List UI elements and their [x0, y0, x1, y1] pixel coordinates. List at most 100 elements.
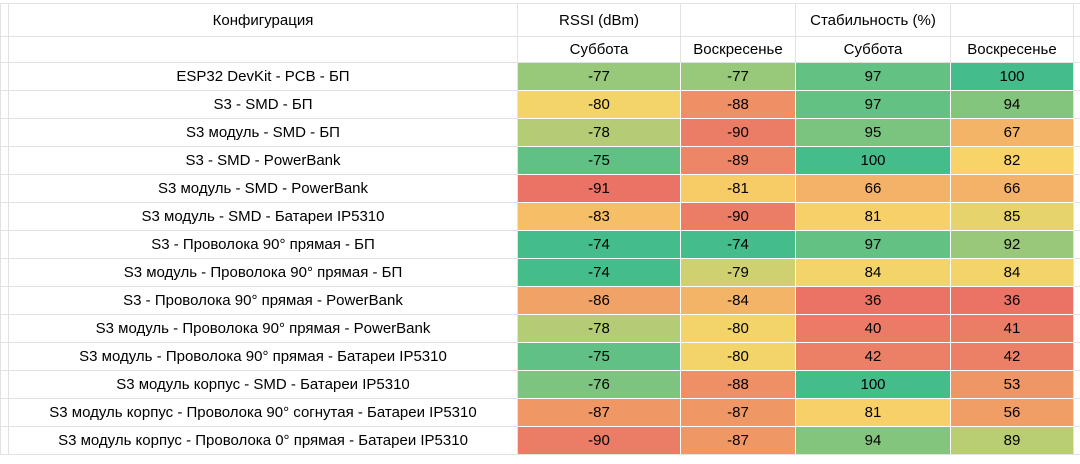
config-cell[interactable]: S3 - SMD - БП: [8, 90, 518, 119]
value-cell[interactable]: -90: [680, 202, 796, 231]
config-cell[interactable]: S3 модуль - Проволока 90° прямая - БП: [8, 258, 518, 287]
table-body: ESP32 DevKit - PCB - БП -77 -77 97 100 S3 - S…: [0, 62, 1080, 455]
value-cell[interactable]: 84: [950, 258, 1074, 287]
value-cell[interactable]: -80: [680, 314, 796, 343]
day-header-stability-saturday[interactable]: Суббота: [795, 36, 951, 63]
header-row-groups: Конфигурация RSSI (dBm) Стабильность (%): [0, 3, 1080, 37]
value-cell[interactable]: 92: [950, 230, 1074, 259]
value-cell[interactable]: 100: [950, 62, 1074, 91]
value-cell[interactable]: -80: [680, 342, 796, 371]
right-gutter-cell: [1073, 36, 1080, 63]
value-cell[interactable]: 40: [795, 314, 951, 343]
value-cell[interactable]: -81: [680, 174, 796, 203]
config-cell[interactable]: S3 модуль корпус - Проволока 0° прямая -…: [8, 426, 518, 455]
value-cell[interactable]: -89: [680, 146, 796, 175]
value-cell[interactable]: 94: [795, 426, 951, 455]
value-cell[interactable]: 82: [950, 146, 1074, 175]
table-row: S3 модуль корпус - Проволока 90° согнута…: [0, 398, 1080, 427]
empty-header-cell[interactable]: [680, 3, 796, 37]
value-cell[interactable]: 67: [950, 118, 1074, 147]
value-cell[interactable]: -74: [517, 258, 681, 287]
value-cell[interactable]: 94: [950, 90, 1074, 119]
right-gutter-cell: [1073, 314, 1080, 343]
table-header: Конфигурация RSSI (dBm) Стабильность (%)…: [0, 3, 1080, 63]
value-cell[interactable]: -77: [517, 62, 681, 91]
value-cell[interactable]: 56: [950, 398, 1074, 427]
empty-header-cell[interactable]: [950, 3, 1074, 37]
left-gutter-cell: [0, 118, 9, 147]
left-gutter-cell: [0, 342, 9, 371]
value-cell[interactable]: 36: [795, 286, 951, 315]
value-cell[interactable]: -88: [680, 90, 796, 119]
value-cell[interactable]: 41: [950, 314, 1074, 343]
table-row: ESP32 DevKit - PCB - БП -77 -77 97 100: [0, 62, 1080, 91]
config-column-header[interactable]: Конфигурация: [8, 3, 518, 37]
table-row: S3 модуль корпус - SMD - Батареи IP5310-…: [0, 370, 1080, 399]
value-cell[interactable]: -74: [680, 230, 796, 259]
value-cell[interactable]: -74: [517, 230, 681, 259]
value-cell[interactable]: 42: [950, 342, 1074, 371]
right-gutter-cell: [1073, 426, 1080, 455]
value-cell[interactable]: -80: [517, 90, 681, 119]
table-row: S3 модуль - Проволока 90° прямая - Power…: [0, 314, 1080, 343]
left-gutter-cell: [0, 36, 9, 63]
right-gutter-cell: [1073, 62, 1080, 91]
value-cell[interactable]: -87: [680, 426, 796, 455]
config-cell[interactable]: S3 модуль - Проволока 90° прямая - Батар…: [8, 342, 518, 371]
right-gutter-cell: [1073, 286, 1080, 315]
config-cell[interactable]: S3 модуль - SMD - Батареи IP5310: [8, 202, 518, 231]
value-cell[interactable]: -91: [517, 174, 681, 203]
left-gutter-cell: [0, 426, 9, 455]
value-cell[interactable]: 81: [795, 202, 951, 231]
value-cell[interactable]: -76: [517, 370, 681, 399]
value-cell[interactable]: 85: [950, 202, 1074, 231]
stability-group-header[interactable]: Стабильность (%): [795, 3, 951, 37]
value-cell[interactable]: -75: [517, 342, 681, 371]
value-cell[interactable]: 97: [795, 230, 951, 259]
value-cell[interactable]: 95: [795, 118, 951, 147]
left-gutter-cell: [0, 314, 9, 343]
value-cell[interactable]: 97: [795, 62, 951, 91]
config-cell[interactable]: ESP32 DevKit - PCB - БП: [8, 62, 518, 91]
value-cell[interactable]: 42: [795, 342, 951, 371]
value-cell[interactable]: 66: [950, 174, 1074, 203]
value-cell[interactable]: 36: [950, 286, 1074, 315]
value-cell[interactable]: 97: [795, 90, 951, 119]
config-cell[interactable]: S3 модуль корпус - SMD - Батареи IP5310: [8, 370, 518, 399]
value-cell[interactable]: -77: [680, 62, 796, 91]
value-cell[interactable]: 100: [795, 370, 951, 399]
value-cell[interactable]: -78: [517, 118, 681, 147]
value-cell[interactable]: -78: [517, 314, 681, 343]
right-gutter-cell: [1073, 3, 1080, 37]
day-header-rssi-saturday[interactable]: Суббота: [517, 36, 681, 63]
value-cell[interactable]: -75: [517, 146, 681, 175]
config-cell[interactable]: S3 модуль - SMD - PowerBank: [8, 174, 518, 203]
value-cell[interactable]: 53: [950, 370, 1074, 399]
value-cell[interactable]: -79: [680, 258, 796, 287]
value-cell[interactable]: 81: [795, 398, 951, 427]
day-header-stability-sunday[interactable]: Воскресенье: [950, 36, 1074, 63]
config-cell[interactable]: S3 - SMD - PowerBank: [8, 146, 518, 175]
value-cell[interactable]: -84: [680, 286, 796, 315]
config-cell[interactable]: S3 - Проволока 90° прямая - БП: [8, 230, 518, 259]
config-cell[interactable]: S3 модуль - SMD - БП: [8, 118, 518, 147]
value-cell[interactable]: -83: [517, 202, 681, 231]
value-cell[interactable]: -90: [517, 426, 681, 455]
config-cell[interactable]: S3 - Проволока 90° прямая - PowerBank: [8, 286, 518, 315]
rssi-group-header[interactable]: RSSI (dBm): [517, 3, 681, 37]
value-cell[interactable]: -87: [680, 398, 796, 427]
value-cell[interactable]: -88: [680, 370, 796, 399]
value-cell[interactable]: -87: [517, 398, 681, 427]
value-cell[interactable]: -90: [680, 118, 796, 147]
day-header-rssi-sunday[interactable]: Воскресенье: [680, 36, 796, 63]
left-gutter-cell: [0, 62, 9, 91]
value-cell[interactable]: 89: [950, 426, 1074, 455]
table-row: S3 - SMD - PowerBank -75 -89 100 82: [0, 146, 1080, 175]
value-cell[interactable]: 66: [795, 174, 951, 203]
config-cell[interactable]: S3 модуль корпус - Проволока 90° согнута…: [8, 398, 518, 427]
empty-header-cell[interactable]: [8, 36, 518, 63]
value-cell[interactable]: -86: [517, 286, 681, 315]
config-cell[interactable]: S3 модуль - Проволока 90° прямая - Power…: [8, 314, 518, 343]
value-cell[interactable]: 84: [795, 258, 951, 287]
value-cell[interactable]: 100: [795, 146, 951, 175]
